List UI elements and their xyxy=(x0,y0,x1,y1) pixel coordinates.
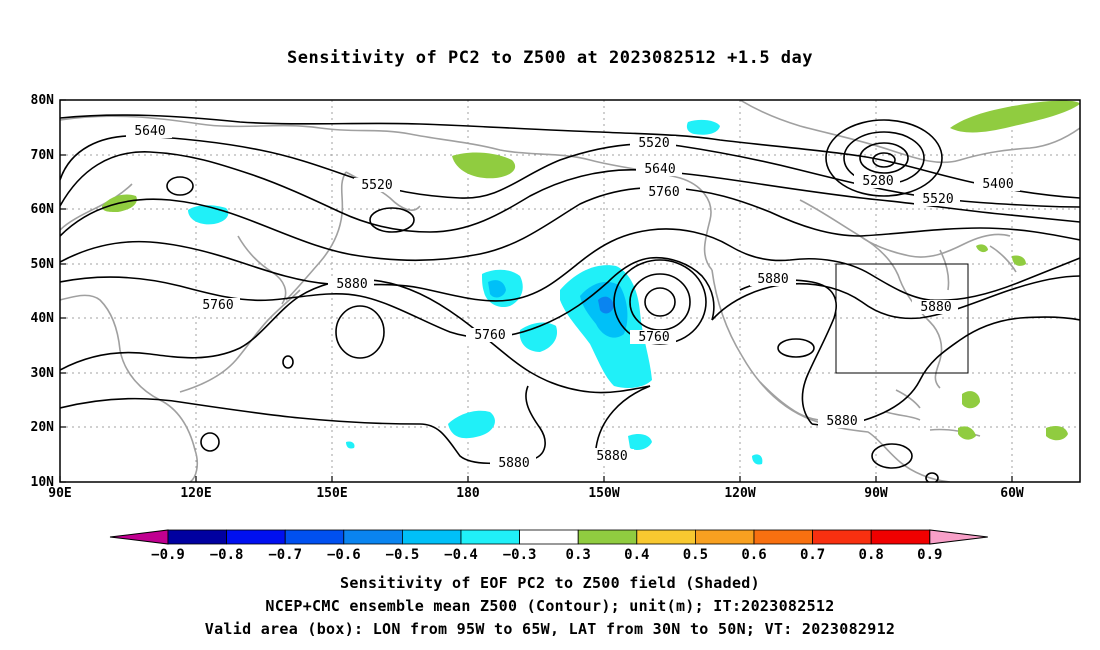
colorbar: −0.9 −0.8 −0.7 −0.6 −0.5 −0.4 −0.3 0.3 0.4 0.5 0.6… xyxy=(109,529,988,563)
lat-label: 40N xyxy=(31,311,55,326)
colorbar-label: −0.9 xyxy=(151,547,185,563)
colorbar-segment xyxy=(695,529,755,545)
colorbar-label: 0.6 xyxy=(741,547,766,563)
colorbar-segment xyxy=(812,529,872,545)
contour-label: 5880 xyxy=(498,456,529,471)
latitude-labels: 80N 70N 60N 50N 40N 30N 20N 10N xyxy=(31,93,55,490)
colorbar-segment xyxy=(636,529,696,545)
colorbar-label: −0.6 xyxy=(327,547,361,563)
lat-label: 30N xyxy=(31,366,55,381)
contour-labels: 5640 5520 5520 5640 5760 5280 5400 5520 … xyxy=(126,124,1020,471)
colorbar-label: −0.8 xyxy=(210,547,244,563)
contour-label: 5640 xyxy=(644,162,675,177)
lat-label: 50N xyxy=(31,257,55,272)
contour-label: 5520 xyxy=(638,136,669,151)
colorbar-label: −0.3 xyxy=(503,547,537,563)
colorbar-segment xyxy=(284,529,345,545)
colorbar-triangle-low xyxy=(109,529,169,545)
colorbar-segment xyxy=(401,529,462,545)
colorbar-label: −0.4 xyxy=(444,547,478,563)
colorbar-label: 0.3 xyxy=(566,547,591,563)
map-frame xyxy=(59,99,1081,483)
colorbar-triangle-high xyxy=(929,529,988,545)
lon-label: 150E xyxy=(316,486,347,501)
axis-ticks xyxy=(59,99,1013,483)
colorbar-label: 0.7 xyxy=(800,547,825,563)
lon-label: 120W xyxy=(724,486,755,501)
contour-label: 5520 xyxy=(361,178,392,193)
colorbar-segment xyxy=(577,529,638,545)
lon-label: 60W xyxy=(1000,486,1024,501)
lat-label: 10N xyxy=(31,475,55,490)
lat-label: 80N xyxy=(31,93,55,108)
lat-label: 70N xyxy=(31,148,55,163)
z500-contours xyxy=(60,114,1080,482)
contour-label: 5880 xyxy=(336,277,367,292)
contour-label: 5280 xyxy=(862,174,893,189)
page-title: Sensitivity of PC2 to Z500 at 2023082512… xyxy=(286,48,813,68)
lat-label: 60N xyxy=(31,202,55,217)
colorbar-label: −0.7 xyxy=(268,547,302,563)
contour-label: 5760 xyxy=(474,328,505,343)
colorbar-segment xyxy=(460,529,520,545)
contour-label: 5880 xyxy=(596,449,627,464)
contour-label: 5520 xyxy=(922,192,953,207)
colorbar-label: 0.8 xyxy=(859,547,884,563)
lat-label: 20N xyxy=(31,420,55,435)
contour-label: 5880 xyxy=(826,414,857,429)
contour-label: 5760 xyxy=(202,298,233,313)
colorbar-label: −0.5 xyxy=(386,547,420,563)
lon-label: 120E xyxy=(180,486,211,501)
coastlines xyxy=(60,100,1080,482)
contour-label: 5880 xyxy=(757,272,788,287)
colorbar-segment xyxy=(167,529,227,545)
sensitivity-shading xyxy=(102,100,1080,465)
caption-contour: NCEP+CMC ensemble mean Z500 (Contour); u… xyxy=(265,597,835,615)
lon-label: 90E xyxy=(48,486,71,501)
lon-label: 90W xyxy=(864,486,888,501)
colorbar-label: 0.5 xyxy=(683,547,708,563)
colorbar-label: 0.4 xyxy=(624,547,649,563)
colorbar-label: 0.9 xyxy=(917,547,942,563)
colorbar-segment xyxy=(519,529,579,545)
contour-label: 5880 xyxy=(920,300,951,315)
contour-label: 5400 xyxy=(982,177,1013,192)
colorbar-segment xyxy=(753,529,813,545)
valid-area-box xyxy=(835,263,969,374)
colorbar-segment xyxy=(870,529,931,545)
lon-label: 150W xyxy=(588,486,619,501)
contour-label: 5760 xyxy=(638,330,669,345)
contour-label: 5760 xyxy=(648,185,679,200)
longitude-labels: 90E 120E 150E 180 150W 120W 90W 60W xyxy=(48,486,1024,501)
contour-label: 5640 xyxy=(134,124,165,139)
lon-label: 180 xyxy=(456,486,480,501)
caption-shading: Sensitivity of EOF PC2 to Z500 field (Sh… xyxy=(340,574,760,592)
colorbar-segment xyxy=(343,529,403,545)
colorbar-segment xyxy=(226,529,286,545)
caption-valid-area: Valid area (box): LON from 95W to 65W, L… xyxy=(204,620,896,638)
